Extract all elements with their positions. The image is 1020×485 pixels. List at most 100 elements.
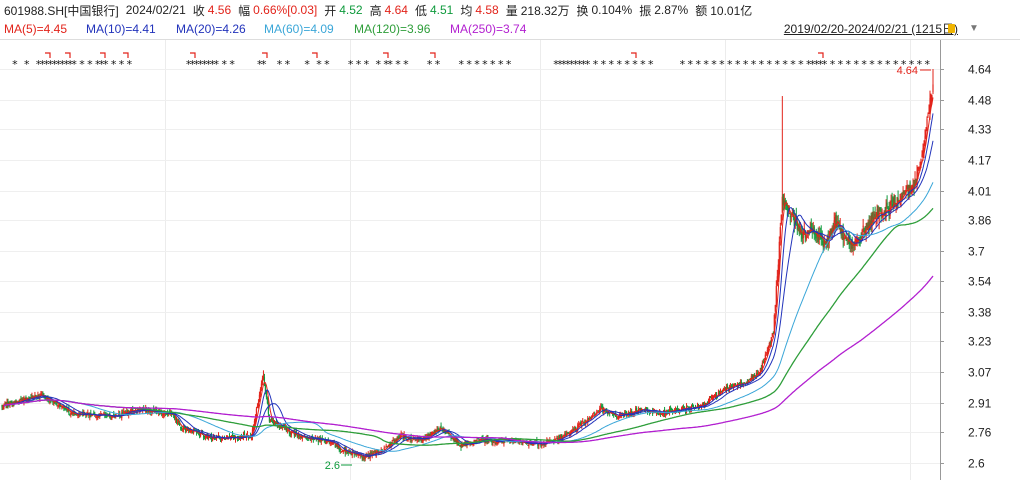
candle-body [686, 405, 689, 407]
candle-body [752, 375, 754, 380]
candle-body [266, 398, 269, 404]
candle-body [719, 390, 722, 395]
candle-body [897, 197, 899, 202]
candle-body [770, 337, 772, 344]
candle-body [182, 428, 184, 430]
candle-body [747, 379, 749, 382]
signal-star: * [561, 58, 567, 71]
candle-body [347, 451, 349, 454]
symbol-label[interactable]: 601988.SH[中国银行] [4, 3, 119, 18]
candle-body [264, 383, 267, 392]
candle-body [579, 423, 581, 425]
candle-body [260, 383, 263, 389]
signal-star: * [648, 58, 654, 71]
candle-body [481, 438, 483, 439]
candle-body [306, 438, 308, 439]
candle-body [16, 401, 18, 403]
signal-star: * [52, 58, 58, 71]
candle-body [77, 414, 79, 416]
candle-body [764, 354, 766, 360]
candle-body [808, 231, 810, 233]
candle-body [432, 432, 434, 434]
candle-body [740, 381, 743, 385]
signal-star: * [719, 58, 725, 71]
candle-body [255, 408, 258, 419]
candle-body [590, 417, 592, 419]
candle-body [324, 440, 326, 444]
avg-label: 均 [460, 3, 473, 18]
candle-body [574, 426, 576, 431]
date-range-selector[interactable]: 2019/02/20-2024/02/21 (1215日) [783, 22, 958, 36]
candle-body [750, 376, 752, 379]
signal-star: * [435, 58, 441, 71]
candle-body [903, 190, 905, 194]
ma250-legend[interactable]: MA(250)=3.74 [450, 22, 527, 36]
y-tick-label: 3.23 [968, 335, 992, 349]
candle-body [891, 200, 893, 202]
candle-body [122, 412, 124, 414]
candle-body [196, 432, 199, 434]
ma60-legend[interactable]: MA(60)=4.09 [264, 22, 334, 36]
candle-body [710, 397, 713, 398]
candle-body [471, 443, 473, 445]
candle-body [162, 414, 164, 416]
signal-star: * [103, 58, 109, 71]
signal-star: * [63, 58, 69, 71]
candle-body [906, 185, 908, 189]
dropdown-triangle-icon[interactable]: ▼ [969, 23, 979, 34]
signal-star: * [818, 58, 824, 71]
candle-body [105, 414, 107, 417]
signal-star: * [822, 58, 828, 71]
candle-body [894, 195, 896, 206]
candle-body [398, 437, 400, 439]
candle-body [753, 374, 755, 376]
candle-body [876, 209, 878, 218]
ma5-legend[interactable]: MA(5)=4.45 [4, 22, 68, 36]
lock-icon[interactable] [948, 24, 955, 33]
candle-body [878, 209, 880, 222]
signal-star: * [127, 58, 133, 71]
signal-star: * [387, 58, 393, 71]
candle-body [280, 426, 282, 428]
candle-body [111, 416, 113, 420]
signal-star: * [202, 58, 208, 71]
candle-body [809, 226, 811, 232]
avg-value: 4.58 [475, 3, 499, 17]
candle-body [289, 432, 291, 435]
candle-body [831, 227, 833, 237]
ma10-legend[interactable]: MA(10)=4.41 [86, 22, 156, 36]
candle-body [708, 397, 711, 401]
signal-star: * [490, 58, 496, 71]
candle-body [392, 439, 394, 441]
candle-body [101, 413, 103, 415]
candle-body [496, 442, 498, 444]
ma250-line [3, 275, 934, 444]
candle-body [416, 438, 418, 441]
candle-body [424, 436, 426, 440]
candle-body [118, 413, 120, 416]
candle-body [298, 434, 300, 436]
signal-star: * [221, 58, 227, 71]
candle-body [269, 419, 272, 422]
candle-body [771, 333, 773, 337]
ma120-legend[interactable]: MA(120)=3.96 [354, 22, 431, 36]
signal-star: * [569, 58, 575, 71]
candle-body [25, 396, 27, 401]
signal-star: * [316, 58, 322, 71]
candle-body [265, 391, 268, 398]
candle-body [342, 451, 344, 453]
signal-flag [123, 52, 129, 58]
open-value: 4.52 [339, 3, 363, 17]
signal-star: * [609, 58, 615, 71]
candle-body [916, 171, 918, 186]
candle-body [492, 441, 494, 444]
signal-star: * [790, 58, 796, 71]
candle-body [928, 111, 930, 113]
candle-body [485, 437, 487, 441]
candle-body [123, 411, 125, 413]
candle-body [477, 438, 479, 440]
candle-body [96, 416, 98, 419]
candle-body [657, 413, 660, 415]
ma20-legend[interactable]: MA(20)=4.26 [176, 22, 246, 36]
